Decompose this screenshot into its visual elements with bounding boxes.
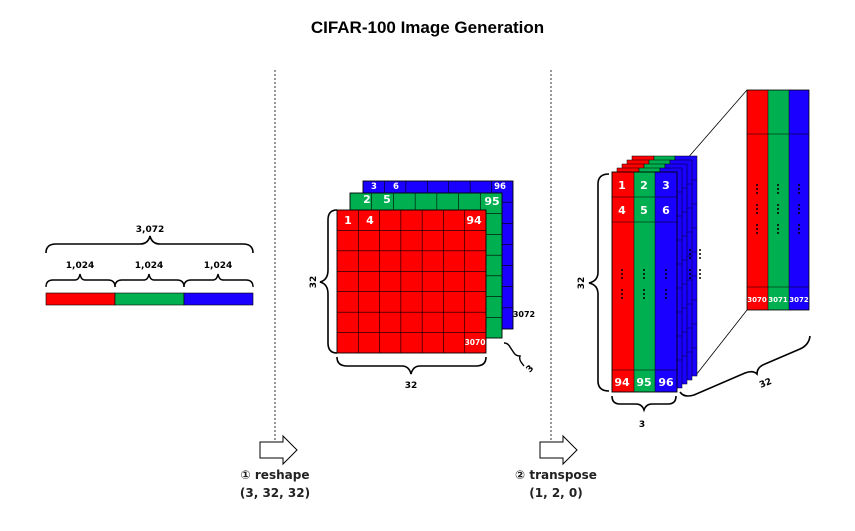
front-blue-column xyxy=(655,172,677,392)
ellipsis-dots xyxy=(621,184,800,299)
front-label-last-1: 94 xyxy=(614,376,630,389)
perspective-line-bottom xyxy=(695,309,748,376)
part-brace-3 xyxy=(183,273,254,288)
green-cell-label-2: 5 xyxy=(383,193,391,206)
vector-green-segment xyxy=(114,292,185,306)
vector-red-segment xyxy=(45,292,116,306)
front-label-r2c2: 5 xyxy=(640,204,648,217)
transpose-step: ② transpose (1, 2, 0) xyxy=(496,466,616,502)
reshape-step: ① reshape (3, 32, 32) xyxy=(215,466,335,502)
front-red-column xyxy=(612,172,634,392)
diagram-title: CIFAR-100 Image Generation xyxy=(310,18,545,37)
back-label-3: 3072 xyxy=(789,296,809,304)
blue-cell-label-last: 96 xyxy=(494,182,506,192)
transpose-step-shape: (1, 2, 0) xyxy=(529,486,583,500)
vector-total-label: 3,072 xyxy=(136,225,164,235)
back-green-column xyxy=(768,90,789,310)
stack-channel-label: 3 xyxy=(639,420,645,430)
back-blue-column xyxy=(789,90,809,310)
red-cell-label-1: 1 xyxy=(344,214,352,227)
front-label-r2c3: 6 xyxy=(662,204,670,217)
transpose-arrow-icon xyxy=(539,434,578,466)
back-label-1: 3070 xyxy=(747,296,767,304)
transpose-step-label: ② transpose xyxy=(515,468,597,482)
reshape-arrow-icon xyxy=(259,434,298,466)
front-label-r2c1: 4 xyxy=(618,204,626,217)
front-label-r1c3: 3 xyxy=(662,179,670,192)
reshape-step-shape: (3, 32, 32) xyxy=(239,486,311,500)
grid-depth-brace xyxy=(503,342,525,367)
red-cell-label-last: 94 xyxy=(466,214,482,227)
vector-part-label-3: 1,024 xyxy=(204,261,232,271)
total-brace xyxy=(45,235,254,254)
transposed-stack: 3070 3071 3072 1 2 3 4 5 6 94 95 96 32 xyxy=(577,89,811,430)
front-label-r1c1: 1 xyxy=(618,179,626,192)
stack-depth-brace xyxy=(679,335,811,397)
red-cell-label-end: 3070 xyxy=(465,338,486,347)
back-label-2: 3071 xyxy=(768,296,788,304)
blue-end-label: 3072 xyxy=(513,310,535,319)
flat-vector: 3,072 1,024 1,024 1,024 xyxy=(45,225,254,306)
red-channel-grid xyxy=(336,209,487,354)
stack-depth-label: 32 xyxy=(758,377,773,391)
part-brace-2 xyxy=(114,273,185,288)
green-cell-label-1: 2 xyxy=(363,193,371,206)
stack-height-brace xyxy=(588,173,610,392)
vector-blue-segment xyxy=(183,292,254,306)
stack-height-label: 32 xyxy=(577,277,587,290)
grid-width-brace xyxy=(336,356,487,375)
vector-part-label-2: 1,024 xyxy=(135,261,163,271)
grid-height-label: 32 xyxy=(309,276,319,289)
reshape-step-label: ① reshape xyxy=(240,468,310,482)
grid-depth-label: 3 xyxy=(525,364,537,376)
front-label-last-3: 96 xyxy=(658,376,674,389)
vector-part-label-1: 1,024 xyxy=(66,261,94,271)
red-cell-label-2: 4 xyxy=(366,214,374,227)
grid-width-label: 32 xyxy=(405,381,418,391)
part-brace-1 xyxy=(45,273,116,288)
green-cell-label-last: 95 xyxy=(484,195,499,208)
front-green-column xyxy=(634,172,655,392)
reshaped-grid: 3 6 96 2 5 95 1 4 94 3070 3072 32 32 3 xyxy=(309,180,537,391)
grid-height-brace xyxy=(319,209,338,354)
perspective-line-top xyxy=(685,89,748,161)
blue-cell-label-2: 6 xyxy=(393,182,399,192)
blue-cell-label-1: 3 xyxy=(371,182,377,192)
front-label-last-2: 95 xyxy=(636,376,651,389)
stack-channel-brace xyxy=(611,395,677,413)
front-label-r1c2: 2 xyxy=(640,179,648,192)
back-red-column xyxy=(747,90,768,310)
